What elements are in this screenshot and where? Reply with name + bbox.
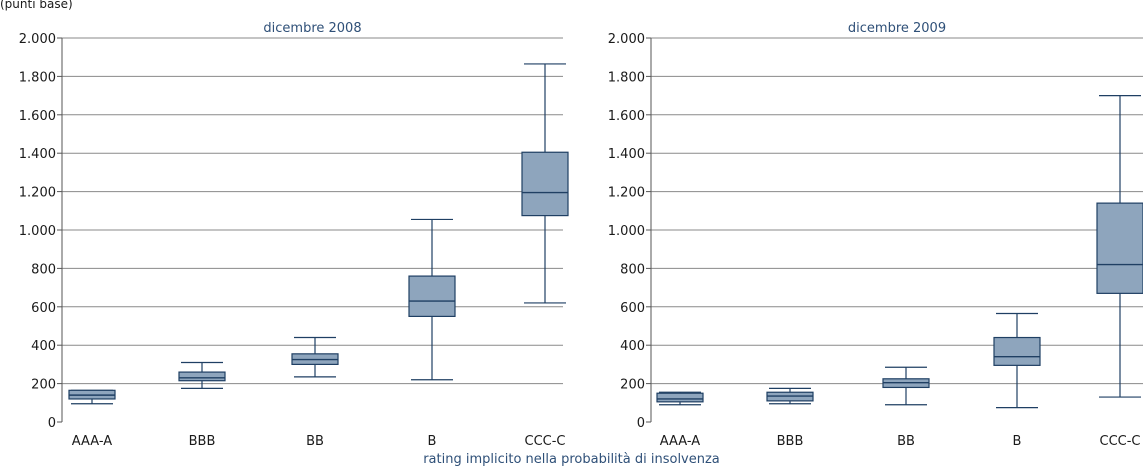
x-axis-title: rating implicito nella probabilità di in… (423, 452, 720, 467)
x-tick-label: CCC-C (525, 434, 566, 449)
x-tick-label: B (1013, 434, 1022, 449)
y-tick-label: 600 (620, 301, 645, 316)
box-iqr (408, 275, 456, 317)
y-tick-label: 1.600 (608, 109, 645, 124)
y-tick-label: 200 (620, 378, 645, 393)
y-tick-label: 0 (637, 416, 645, 431)
y-tick-label: 400 (31, 339, 56, 354)
x-tick-label: AAA-A (660, 434, 701, 449)
x-tick-label: BB (897, 434, 915, 449)
box-iqr (521, 151, 569, 217)
panel-title: dicembre 2008 (263, 21, 361, 36)
y-tick-label: 1.400 (19, 147, 56, 162)
panel-title: dicembre 2009 (848, 21, 946, 36)
x-tick-label: CCC-C (1100, 434, 1141, 449)
x-tick-label: AAA-A (72, 434, 113, 449)
y-tick-label: 800 (620, 262, 645, 277)
y-tick-label: 1.800 (608, 70, 645, 85)
box-iqr (656, 392, 704, 403)
x-tick-label: B (428, 434, 437, 449)
y-tick-label: 2.000 (608, 32, 645, 47)
y-tick-label: 800 (31, 262, 56, 277)
y-tick-label: 0 (48, 416, 56, 431)
box-iqr (178, 371, 226, 382)
y-tick-label: 600 (31, 301, 56, 316)
box-iqr (1096, 202, 1143, 294)
y-tick-label: 1.600 (19, 109, 56, 124)
y-tick-label: 1.000 (608, 224, 645, 239)
y-tick-label: 2.000 (19, 32, 56, 47)
y-tick-label: 1.200 (608, 186, 645, 201)
x-tick-label: BBB (777, 434, 804, 449)
x-tick-label: BB (306, 434, 324, 449)
y-tick-label: 1.800 (19, 70, 56, 85)
y-tick-label: 1.400 (608, 147, 645, 162)
units-note: (punti base) (0, 0, 73, 11)
box-iqr (993, 336, 1041, 366)
y-tick-label: 200 (31, 378, 56, 393)
x-tick-label: BBB (189, 434, 216, 449)
y-tick-label: 400 (620, 339, 645, 354)
y-tick-label: 1.000 (19, 224, 56, 239)
y-tick-label: 1.200 (19, 186, 56, 201)
